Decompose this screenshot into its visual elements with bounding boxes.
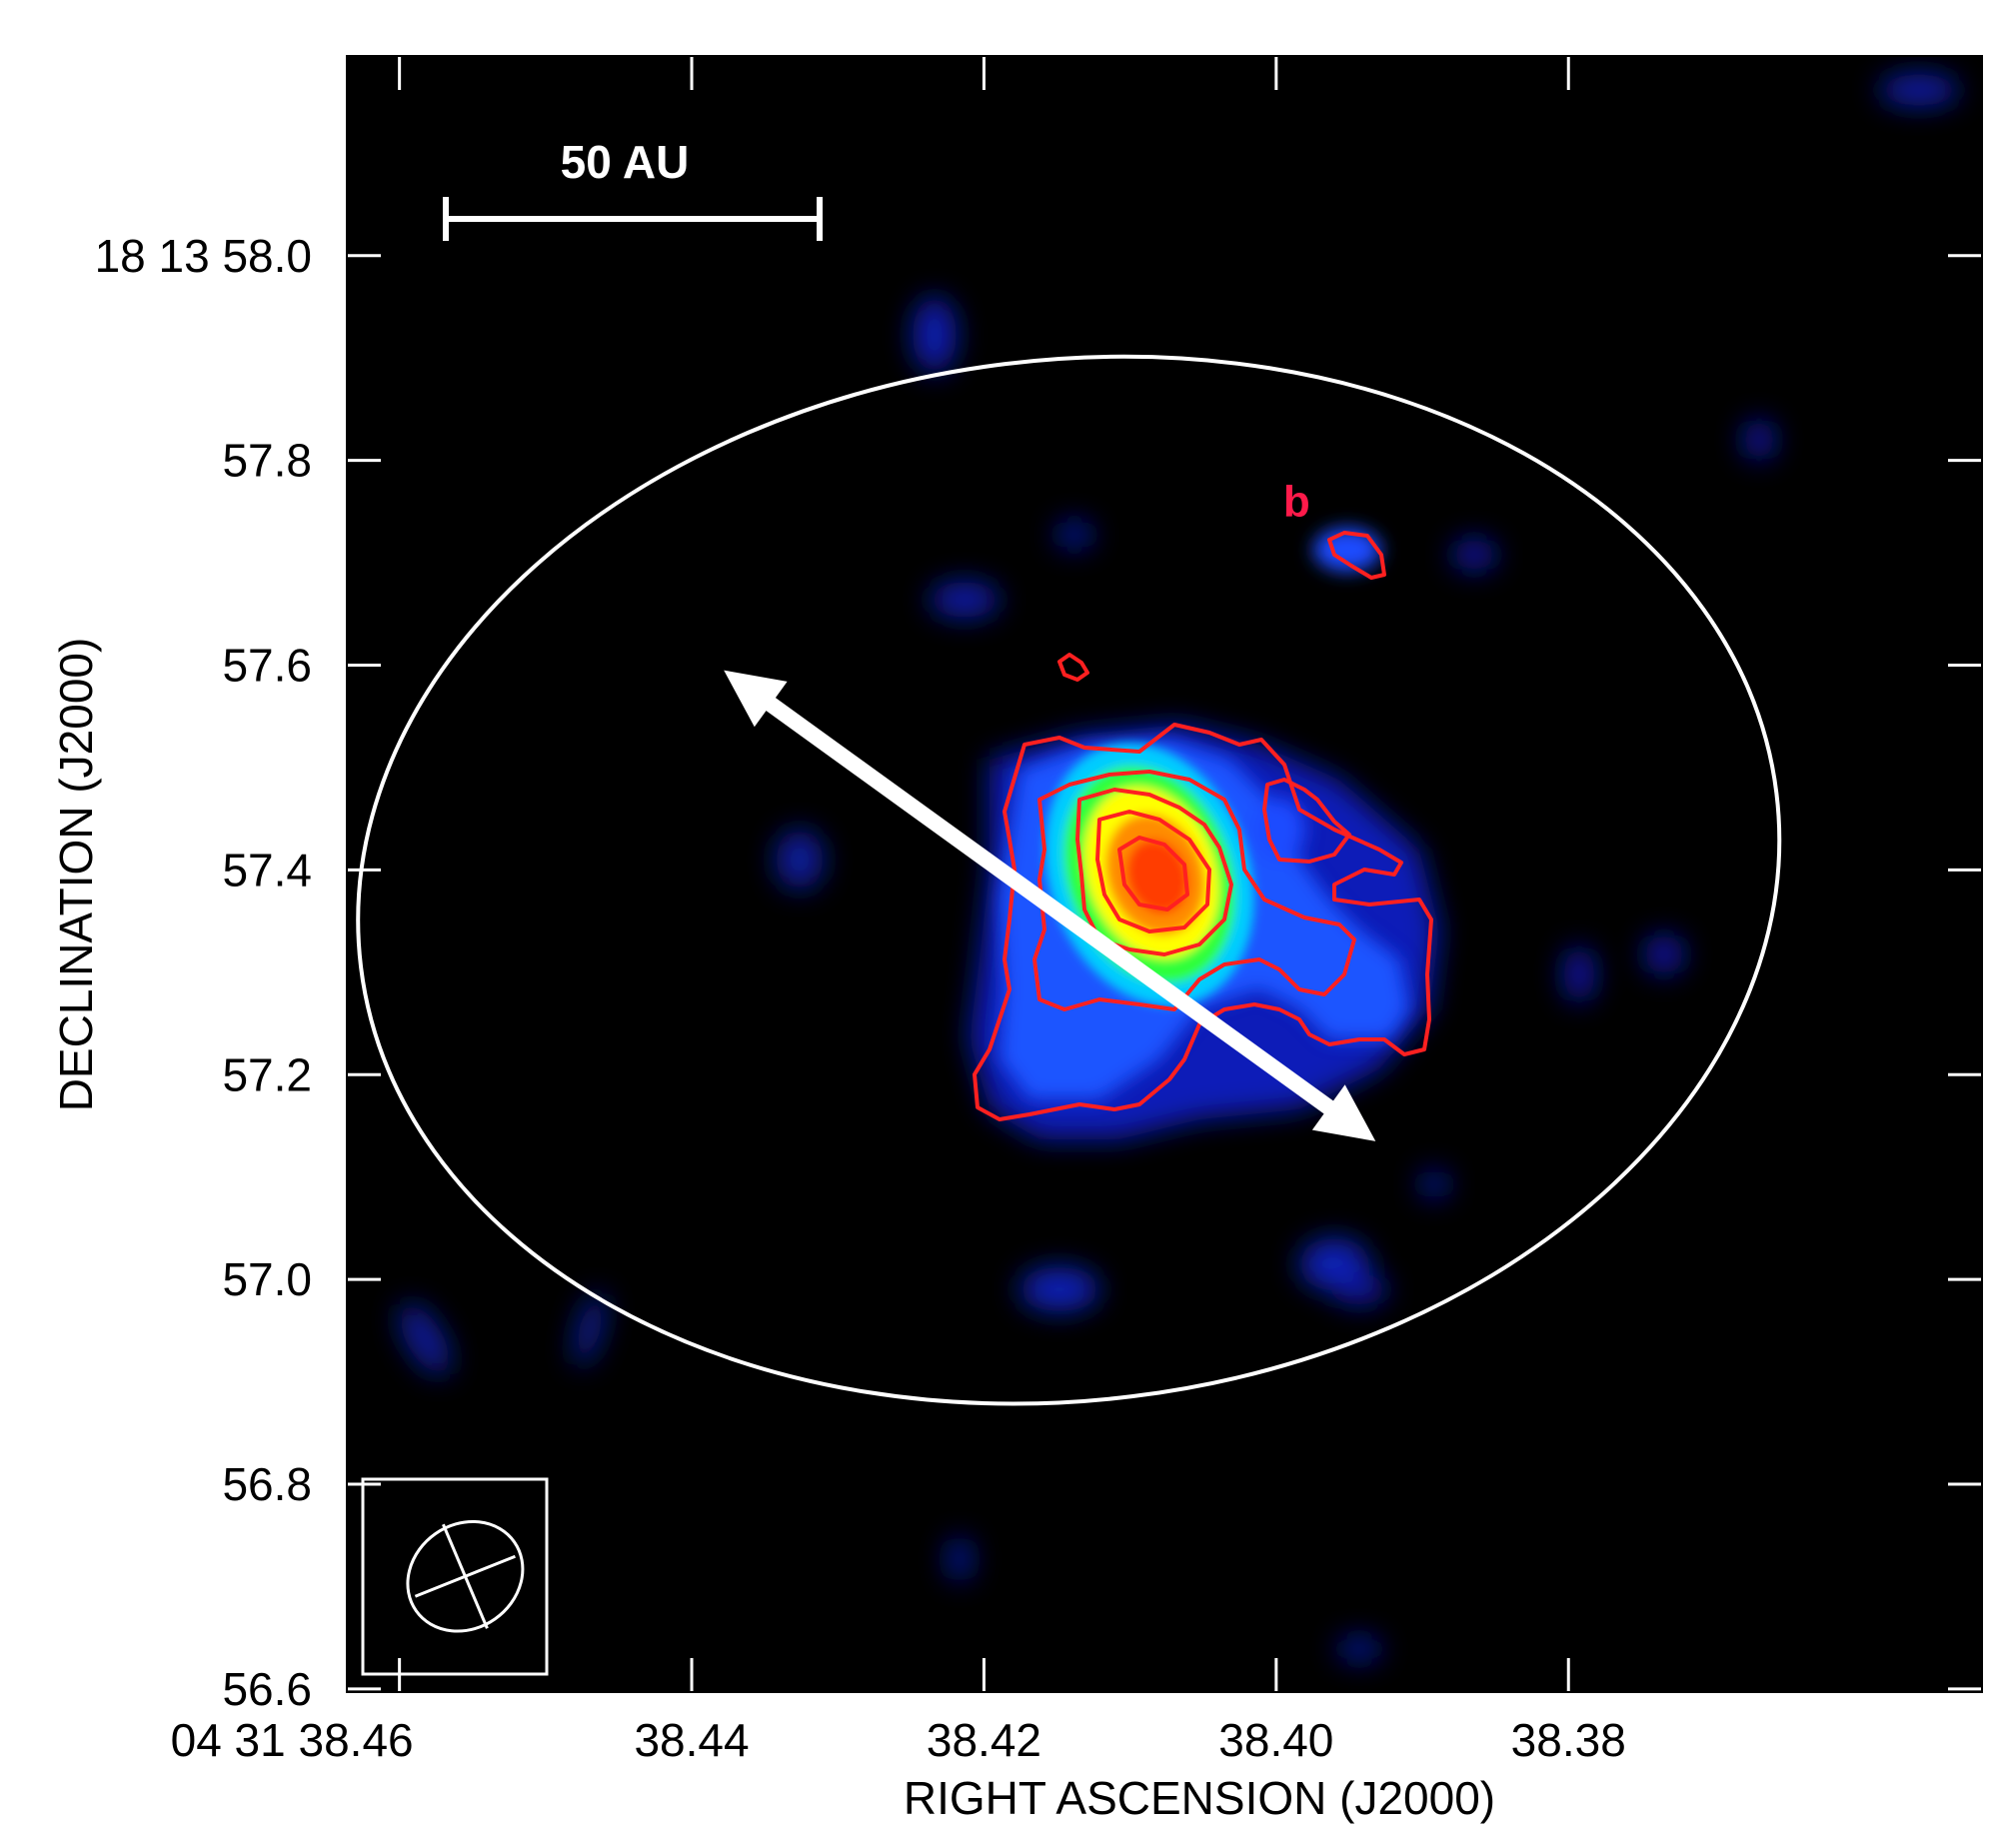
tick-labels: 04 31 38.46 38.44 38.42 38.40 38.38 18 13 58.… — [95, 230, 1626, 1766]
scale-bar — [443, 197, 823, 241]
arrow-head — [1311, 1084, 1376, 1141]
emission-level-7 — [1125, 839, 1189, 915]
y-tick-label: 57.6 — [222, 640, 312, 692]
y-tick-label: 57.4 — [222, 844, 312, 896]
diffuse-blob — [948, 1537, 972, 1581]
y-tick-label: 18 13 58.0 — [95, 230, 312, 282]
diffuse-blob — [1879, 74, 1959, 106]
diffuse-blob — [1452, 539, 1496, 571]
y-axis-label: DECLINATION (J2000) — [50, 638, 102, 1112]
diffuse-blob — [1337, 1637, 1381, 1661]
x-tick-label: 38.40 — [1218, 1714, 1333, 1766]
beam-minor-axis — [442, 1523, 489, 1629]
diffuse-blob — [1743, 420, 1775, 460]
contour-small — [1057, 653, 1089, 682]
overlays — [356, 354, 1782, 1406]
diffuse-blob — [913, 297, 957, 373]
contour-3 — [1075, 788, 1233, 956]
diffuse-blob — [1331, 1273, 1387, 1305]
source-b-label: b — [1283, 478, 1310, 527]
contours — [973, 531, 1433, 1121]
y-tick-label: 56.8 — [222, 1458, 312, 1510]
contour-6 — [1262, 778, 1351, 864]
diffuse-blob — [1420, 1170, 1448, 1198]
contour-2 — [1032, 770, 1356, 1011]
y-tick-label: 56.6 — [222, 1663, 312, 1715]
diffuse-blob — [1644, 934, 1684, 974]
diffuse-blob — [1019, 1267, 1099, 1311]
ellipse-region — [356, 354, 1782, 1406]
contour-1 — [973, 723, 1433, 1121]
diffuse-blob — [776, 830, 824, 890]
x-tick-label: 38.42 — [927, 1714, 1041, 1766]
y-tick-label: 57.2 — [222, 1048, 312, 1100]
scale-bar-label: 50 AU — [561, 136, 690, 188]
contour-4 — [1095, 810, 1211, 933]
arrow-head — [724, 670, 788, 728]
plot-frame — [346, 55, 1983, 1693]
y-tick-label: 57.0 — [222, 1253, 312, 1305]
diffuse-blob — [1563, 946, 1595, 1002]
diffuse-blob — [930, 582, 1000, 618]
diffuse-blob — [574, 1292, 606, 1366]
diffuse-blob — [1056, 521, 1092, 549]
diffuse-blob — [399, 1303, 451, 1375]
contour-5 — [1117, 836, 1189, 912]
beam-box — [361, 1477, 549, 1676]
x-tick-label: 38.38 — [1511, 1714, 1626, 1766]
x-tick-label: 04 31 38.46 — [171, 1714, 414, 1766]
contour-b — [1327, 531, 1386, 580]
x-axis-label: RIGHT ASCENSION (J2000) — [904, 1772, 1495, 1824]
x-tick-label: 38.44 — [634, 1714, 749, 1766]
beam-outline — [406, 1519, 525, 1633]
beam-box-frame — [361, 1477, 549, 1676]
axis-ticks — [347, 56, 1982, 1692]
arrow-shaft — [763, 695, 1337, 1116]
y-tick-label: 57.8 — [222, 435, 312, 487]
emission-map — [399, 74, 1959, 1661]
beam-ellipse — [406, 1519, 525, 1633]
